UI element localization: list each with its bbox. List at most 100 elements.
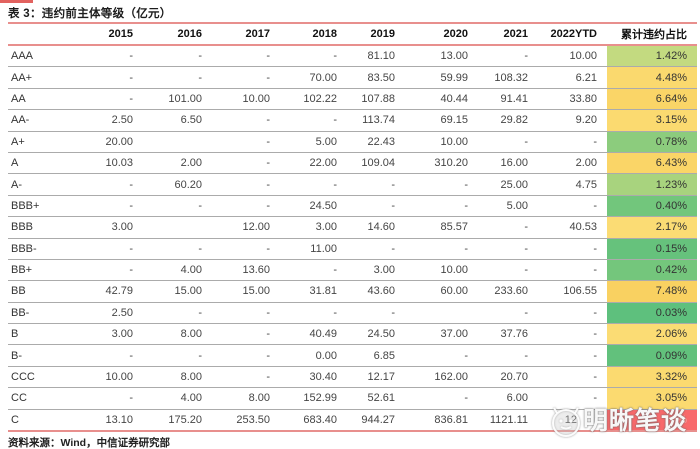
rating-label: AA — [8, 87, 75, 110]
value-cell: 12.00 — [212, 216, 280, 239]
value-cell: 25.00 — [478, 173, 538, 196]
value-cell: 16.00 — [478, 151, 538, 174]
value-cell: 4.00 — [143, 387, 212, 410]
col-header-2022YTD: 2022YTD — [538, 23, 607, 46]
value-cell: 30.40 — [280, 365, 347, 388]
value-cell: 20.70 — [478, 365, 538, 388]
value-cell: 83.50 — [347, 66, 405, 89]
value-cell: - — [198, 50, 202, 63]
rating-label: CC — [8, 387, 75, 410]
value-cell: 4.75 — [538, 173, 607, 196]
value-cell: - — [212, 301, 280, 324]
value-cell: 310.20 — [405, 151, 478, 174]
value-cell: 12.17 — [347, 365, 405, 388]
value-cell: 3.00 — [280, 216, 347, 239]
value-cell: 69.15 — [405, 109, 478, 132]
value-cell: - — [75, 173, 143, 196]
rating-label: A — [8, 151, 75, 174]
value-cell: - — [143, 66, 212, 89]
cumulative-default-share-cell: 6.64% — [607, 87, 697, 110]
cumulative-default-share-cell: 3.32% — [607, 365, 697, 388]
value-cell: 12 — [538, 408, 607, 433]
value-cell: - — [75, 66, 143, 89]
value-cell: - — [538, 323, 607, 345]
value-cell: 85.57 — [405, 216, 478, 239]
value-cell: 253.50 — [212, 408, 280, 433]
value-cell: 29.82 — [478, 109, 538, 132]
rating-label: A- — [8, 173, 75, 196]
value-cell: 40.49 — [280, 323, 347, 345]
value-cell: 2.50 — [75, 109, 143, 132]
value-cell: 8.00 — [143, 365, 212, 388]
value-cell: 37.76 — [478, 323, 538, 345]
pre-default-rating-table: 2015 2016 2017 2018 2019 2020 2021 2022YTD 累计违约占… — [8, 22, 697, 433]
table-row-AAA: AAA - - - - 81.10 13.00 - 10.00 1.42% — [8, 45, 697, 67]
rating-label: CCC — [8, 365, 75, 388]
value-cell: 10.00 — [75, 365, 143, 388]
value-cell: 113.74 — [347, 109, 405, 132]
table-body: AAA - - - -81.10 13.00-10.00 1.42% AA+ - - -70.00 8… — [8, 45, 697, 433]
value-cell: - — [212, 66, 280, 89]
value-cell: - — [280, 301, 347, 324]
rating-label: BBB — [8, 216, 75, 239]
col-header-累计违约占比: 累计违约占比 — [607, 23, 697, 46]
value-cell: - — [538, 130, 607, 153]
table-row-B: B 3.00 8.00-40.49 24.50 37.00 37.76-2.06% — [8, 323, 697, 345]
value-cell: - — [143, 237, 212, 260]
col-header-2016: 2016 — [143, 23, 212, 46]
cumulative-default-share-cell: 3.15% — [607, 109, 697, 132]
value-cell: 6.00 — [478, 387, 538, 410]
cumulative-default-share-cell: 0.03% — [607, 301, 697, 324]
table-row-AA+: AA+ - - -70.00 83.50 59.99 108.32 6.21 4.48% — [8, 66, 697, 89]
value-cell: - — [405, 237, 478, 260]
value-cell: 2.50 — [75, 301, 143, 324]
header-row: 2015 2016 2017 2018 2019 2020 2021 2022YTD 累计违约占… — [8, 23, 697, 46]
value-cell: 2.00 — [143, 151, 212, 174]
cumulative-default-share-cell: 0.42% — [607, 258, 697, 281]
table-header: 2015 2016 2017 2018 2019 2020 2021 2022YTD 累计违约占… — [8, 23, 697, 46]
value-cell: - — [75, 87, 143, 110]
value-cell: - — [538, 344, 607, 367]
value-cell: 33.80 — [538, 87, 607, 110]
col-header-2021: 2021 — [478, 23, 538, 46]
value-cell: 15.00 — [212, 280, 280, 303]
value-cell: - — [280, 109, 347, 132]
col-header-2015: 2015 — [75, 23, 143, 46]
value-cell: - — [347, 194, 405, 217]
value-cell: - — [478, 258, 538, 281]
value-cell: 10.03 — [75, 151, 143, 174]
value-cell: 14.60 — [347, 216, 405, 239]
value-cell: - — [405, 344, 478, 367]
cumulative-default-share-cell: 1.42% — [607, 45, 697, 67]
cumulative-default-share-cell: 6.43% — [607, 151, 697, 174]
value-cell: - — [212, 173, 280, 196]
value-cell: 1121.11 — [478, 408, 538, 433]
col-header-rating — [8, 23, 75, 46]
value-cell: 59.99 — [405, 66, 478, 89]
value-cell: 40.53 — [538, 216, 607, 239]
value-cell: - — [538, 237, 607, 260]
table-row-A: A 10.03 2.00-22.00 109.04 310.20 16.00 2.00 6.4… — [8, 151, 697, 174]
table-row-C: C 13.10 175.20 253.50 683.40 944.27 836.81 1121… — [8, 408, 697, 433]
value-cell: 13.10 — [75, 408, 143, 433]
source-note: 资料来源：Wind，中信证券研究部 — [8, 437, 171, 449]
cumulative-default-share-cell: 2.06% — [607, 323, 697, 345]
col-header-2020: 2020 — [405, 23, 478, 46]
value-cell: - — [538, 194, 607, 217]
value-cell: 162.00 — [405, 365, 478, 388]
value-cell: 13.60 — [212, 258, 280, 281]
value-cell: 91.41 — [478, 87, 538, 110]
value-cell: 10.00 — [405, 130, 478, 153]
table-row-A-: A- -60.20- - - -25.00 4.75 1.23% — [8, 173, 697, 196]
col-header-2019: 2019 — [347, 23, 405, 46]
value-cell: 42.79 — [75, 280, 143, 303]
col-header-2018: 2018 — [280, 23, 347, 46]
value-cell: 43.60 — [347, 280, 405, 303]
cumulative-default-share-cell: 0.40% — [607, 194, 697, 217]
table-row-B-: B- - - -0.00 6.85- - -0.09% — [8, 344, 697, 367]
cumulative-default-share-cell: 0.78% — [607, 130, 697, 153]
table-row-BBB: BBB 3.00 12.00 3.00 14.60 85.57-40.53 2.17% — [8, 216, 697, 239]
value-cell: 4.00 — [143, 258, 212, 281]
value-cell: - — [280, 258, 347, 281]
value-cell: - — [347, 173, 405, 196]
